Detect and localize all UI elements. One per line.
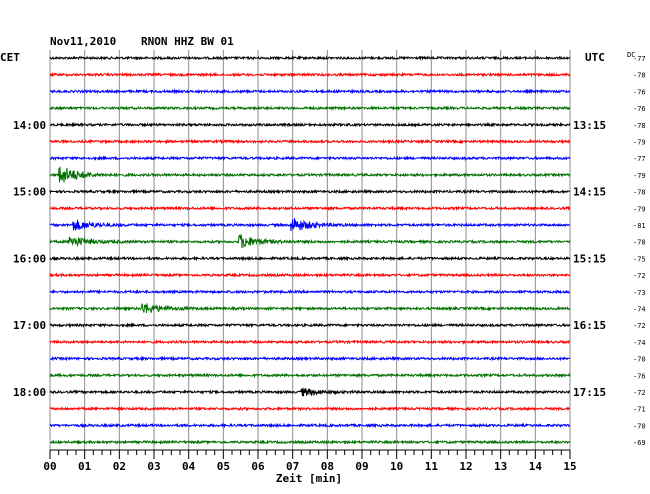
utc-hour-label: 17:15 [573, 386, 606, 399]
dc-value: -81 [633, 222, 646, 230]
trace-3 [49, 105, 571, 112]
dc-value: -75 [633, 255, 646, 263]
cet-hour-label: 14:00 [13, 119, 46, 132]
dc-value: -76 [633, 105, 646, 113]
trace-15 [49, 303, 571, 314]
dc-value: -70 [633, 356, 646, 364]
trace-13 [49, 272, 571, 279]
trace-2 [49, 88, 571, 95]
trace-19 [49, 372, 571, 379]
trace-6 [49, 155, 571, 162]
trace-14 [49, 288, 571, 295]
dc-value: -79 [633, 205, 646, 213]
station-label: RNON HHZ BW 01 [141, 35, 234, 48]
trace-18 [49, 355, 571, 362]
cet-hour-label: 17:00 [13, 319, 46, 332]
dc-label: DC [627, 51, 635, 59]
trace-8 [49, 188, 571, 195]
trace-0 [49, 55, 571, 61]
trace-12 [49, 255, 571, 262]
dc-value: -76 [633, 372, 646, 380]
dc-value: -71 [633, 406, 646, 414]
dc-value: -72 [633, 389, 646, 397]
x-tick-label: 11 [425, 460, 439, 473]
x-axis: 00 01 02 03 04 05 06 07 08 09 10 11 12 13 14 15 [43, 449, 577, 473]
date-label: Nov11,2010 [50, 35, 116, 48]
cet-hour-label: 16:00 [13, 252, 46, 265]
x-tick-label: 06 [251, 460, 265, 473]
cet-hour-label: 18:00 [13, 386, 46, 399]
dc-value: -78 [633, 189, 646, 197]
x-tick-label: 02 [113, 460, 126, 473]
trace-16 [49, 322, 571, 329]
hour-labels-left: 14:00 15:00 16:00 17:00 18:00 [13, 119, 46, 399]
trace-10 [49, 218, 571, 232]
trace-22 [49, 422, 571, 429]
trace-7 [49, 166, 571, 183]
traces [49, 55, 571, 446]
dc-value: -77 [633, 55, 646, 63]
hour-labels-right: 13:15 14:15 15:15 16:15 17:15 [573, 119, 606, 399]
trace-1 [49, 71, 571, 78]
trace-21 [49, 405, 571, 412]
x-tick-label: 04 [182, 460, 196, 473]
dc-value: -79 [633, 172, 646, 180]
dc-value: -69 [633, 439, 646, 447]
x-tick-label: 09 [355, 460, 368, 473]
x-tick-label: 00 [43, 460, 56, 473]
grid [49, 50, 571, 450]
dc-value: -76 [633, 88, 646, 96]
cet-label: CET [0, 51, 20, 64]
trace-4 [49, 121, 571, 128]
trace-20 [49, 387, 571, 397]
dc-value: -77 [633, 155, 646, 163]
utc-hour-label: 16:15 [573, 319, 606, 332]
dc-value: -73 [633, 289, 646, 297]
x-tick-label: 13 [494, 460, 507, 473]
dc-value: -78 [633, 72, 646, 80]
utc-hour-label: 15:15 [573, 252, 606, 265]
trace-23 [49, 439, 571, 446]
trace-5 [49, 138, 571, 145]
x-tick-label: 10 [390, 460, 403, 473]
dc-values: -77 -78 -76 -76 -78 -79 -77 -79 -78 -79 -81 -78 -75 -… [633, 55, 646, 447]
x-tick-label: 14 [529, 460, 543, 473]
x-tick-label: 08 [321, 460, 334, 473]
x-tick-label: 15 [563, 460, 576, 473]
dc-value: -72 [633, 322, 646, 330]
dc-value: -74 [633, 339, 646, 347]
utc-hour-label: 14:15 [573, 186, 606, 199]
trace-9 [49, 205, 571, 212]
x-tick-label: 01 [78, 460, 92, 473]
trace-17 [49, 338, 571, 345]
x-tick-label: 03 [147, 460, 160, 473]
dc-value: -74 [633, 306, 646, 314]
x-tick-label: 07 [286, 460, 299, 473]
dc-value: -70 [633, 422, 646, 430]
trace-11 [49, 233, 571, 249]
x-tick-label: 05 [217, 460, 230, 473]
dc-value: -79 [633, 139, 646, 147]
utc-label: UTC [585, 51, 605, 64]
utc-hour-label: 13:15 [573, 119, 606, 132]
dc-value: -78 [633, 239, 646, 247]
x-tick-label: 12 [459, 460, 472, 473]
cet-hour-label: 15:00 [13, 186, 46, 199]
dc-value: -78 [633, 122, 646, 130]
x-axis-label: Zeit [min] [276, 472, 342, 485]
dc-value: -72 [633, 272, 646, 280]
